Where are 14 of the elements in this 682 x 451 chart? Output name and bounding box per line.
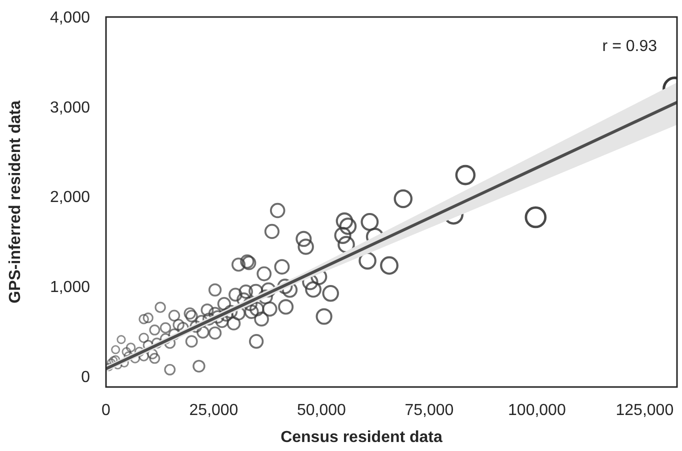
annotation: r = 0.93 <box>602 38 658 55</box>
y-tick-label: 0 <box>81 368 90 386</box>
x-tick-label: 0 <box>102 402 111 419</box>
x-tick-label: 75,000 <box>404 402 454 419</box>
y-tick-label: 3,000 <box>50 99 90 116</box>
y-axis-title: GPS-inferred resident data <box>7 100 24 304</box>
x-tick-label: 100,000 <box>508 402 566 419</box>
x-axis-title: Census resident data <box>280 429 443 446</box>
y-tick-label: 1,000 <box>50 279 90 296</box>
x-tick-label: 125,000 <box>616 402 674 419</box>
x-tick-label: 50,000 <box>297 402 346 419</box>
y-tick-label: 2,000 <box>50 189 90 206</box>
x-tick-label: 25,000 <box>189 402 238 419</box>
y-tick-label: 4,000 <box>50 10 90 27</box>
